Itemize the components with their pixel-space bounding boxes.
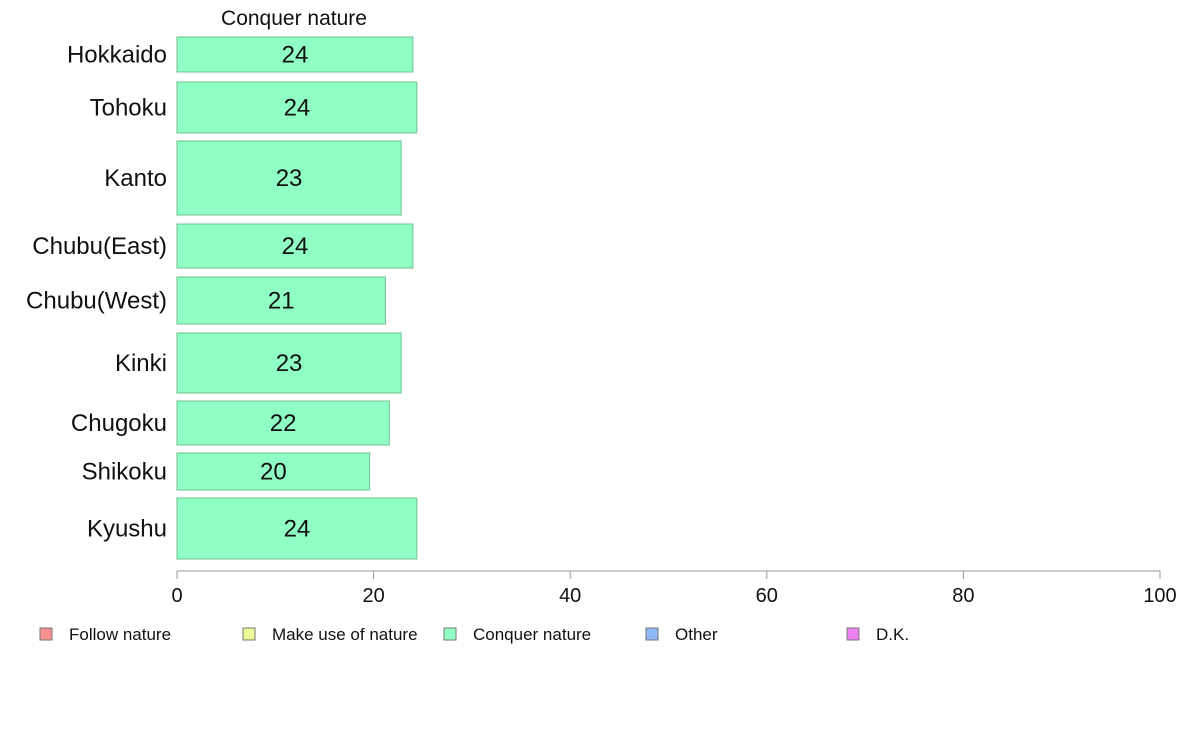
- x-tick-label-100: 100: [1143, 585, 1176, 607]
- value-label-chugoku: 22: [270, 410, 297, 437]
- category-label-shikoku: Shikoku: [82, 459, 167, 486]
- category-label-kanto: Kanto: [104, 165, 167, 192]
- legend: Follow nature Make use of nature Conquer n…: [39, 625, 909, 644]
- value-label-chubu-east: 24: [282, 233, 309, 260]
- category-label-chubu-east: Chubu(East): [32, 233, 167, 260]
- bar-kyushu: [176, 497, 418, 560]
- bar-chugoku: [176, 400, 390, 446]
- x-tick-label-0: 0: [171, 585, 182, 607]
- category-label-chugoku: Chugoku: [71, 410, 167, 437]
- category-label-kyushu: Kyushu: [87, 516, 167, 543]
- value-label-chubu-west: 21: [268, 288, 295, 315]
- x-tick-label-80: 80: [952, 585, 974, 607]
- value-label-hokkaido: 24: [282, 42, 309, 69]
- x-axis: 0 20 40 60 80 100: [171, 570, 1177, 607]
- x-tick-label-60: 60: [756, 585, 778, 607]
- bar-tohoku: [176, 81, 418, 134]
- x-tick-label-40: 40: [559, 585, 581, 607]
- category-label-tohoku: Tohoku: [90, 95, 167, 122]
- legend-swatch-follow-nature: [39, 627, 53, 641]
- bar-chubu-west: [176, 276, 386, 325]
- legend-label-follow-nature: Follow nature: [69, 625, 171, 644]
- category-label-hokkaido: Hokkaido: [67, 42, 167, 69]
- category-label-chubu-west: Chubu(West): [26, 288, 167, 315]
- category-label-kinki: Kinki: [115, 350, 167, 377]
- legend-label-conquer-nature: Conquer nature: [473, 625, 591, 644]
- legend-swatch-other: [645, 627, 659, 641]
- bars-group: Hokkaido 24 Tohoku 24 Kanto 23 Chubu(East) 24 Ch…: [26, 36, 418, 560]
- value-label-kinki: 23: [276, 350, 303, 377]
- value-label-kanto: 23: [276, 165, 303, 192]
- legend-label-other: Other: [675, 625, 718, 644]
- legend-swatch-d-k: [846, 627, 860, 641]
- bar-kinki: [176, 332, 402, 394]
- bar-hokkaido: [176, 36, 414, 73]
- x-tick-label-20: 20: [362, 585, 384, 607]
- value-label-kyushu: 24: [284, 516, 311, 543]
- legend-swatch-conquer-nature: [443, 627, 457, 641]
- legend-label-make-use-of-nature: Make use of nature: [272, 625, 418, 644]
- value-label-shikoku: 20: [260, 459, 287, 486]
- bar-shikoku: [176, 452, 371, 491]
- bar-kanto: [176, 140, 402, 216]
- bar-chubu-east: [176, 223, 414, 269]
- legend-label-d-k: D.K.: [876, 625, 909, 644]
- legend-swatch-make-use-of-nature: [242, 627, 256, 641]
- panel-title: Conquer nature: [221, 7, 367, 30]
- value-label-tohoku: 24: [284, 95, 311, 122]
